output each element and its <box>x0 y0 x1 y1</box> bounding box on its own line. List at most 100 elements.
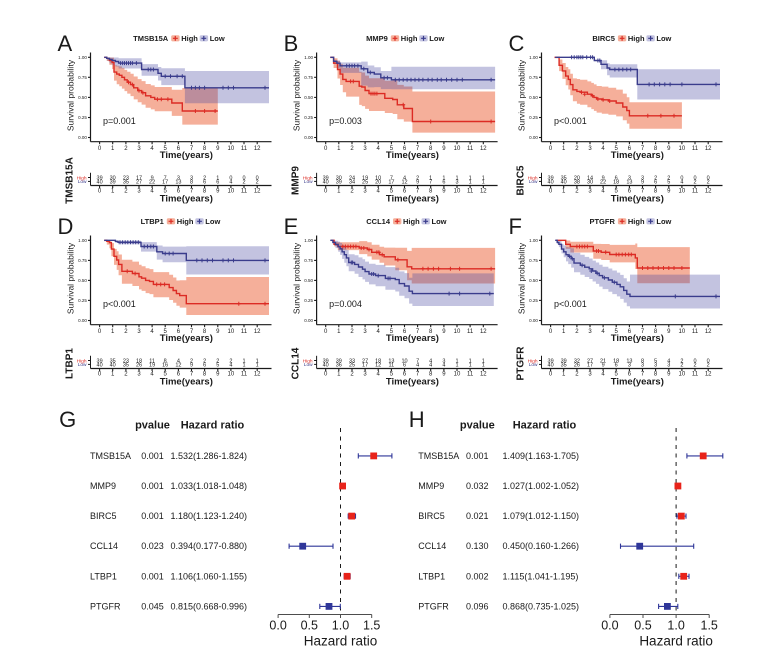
svg-text:8: 8 <box>164 359 167 365</box>
svg-text:10: 10 <box>679 329 686 335</box>
svg-text:10: 10 <box>228 372 235 378</box>
svg-text:0.75: 0.75 <box>304 258 313 263</box>
svg-text:0.021: 0.021 <box>466 511 489 521</box>
svg-text:4: 4 <box>429 362 432 368</box>
svg-text:6: 6 <box>203 362 206 368</box>
svg-text:B: B <box>284 31 299 56</box>
svg-text:MMP9: MMP9 <box>90 481 116 491</box>
svg-text:8: 8 <box>190 179 193 185</box>
svg-text:6: 6 <box>203 179 206 185</box>
svg-text:4: 4 <box>601 189 605 195</box>
svg-text:12: 12 <box>480 189 487 195</box>
svg-text:1.00: 1.00 <box>529 238 538 243</box>
svg-text:0: 0 <box>324 329 328 335</box>
svg-text:17: 17 <box>362 362 368 368</box>
svg-text:8: 8 <box>203 329 207 335</box>
svg-text:0.25: 0.25 <box>304 298 313 303</box>
svg-text:13: 13 <box>388 359 394 365</box>
svg-text:Survival probability: Survival probability <box>517 242 527 314</box>
svg-text:6: 6 <box>628 329 632 335</box>
svg-text:12: 12 <box>705 372 712 378</box>
svg-text:9: 9 <box>442 329 446 335</box>
svg-text:Low: Low <box>78 362 87 368</box>
svg-text:Time(years): Time(years) <box>160 194 213 205</box>
svg-text:3: 3 <box>588 372 592 378</box>
svg-text:3: 3 <box>641 362 644 368</box>
svg-text:0: 0 <box>98 329 102 335</box>
svg-text:1: 1 <box>469 359 472 365</box>
svg-text:39: 39 <box>323 359 329 365</box>
svg-text:1: 1 <box>429 176 432 182</box>
svg-text:10: 10 <box>454 146 461 152</box>
svg-text:30: 30 <box>110 176 116 182</box>
svg-text:Time(years): Time(years) <box>611 333 664 344</box>
svg-text:27: 27 <box>362 359 368 365</box>
svg-text:10: 10 <box>454 329 461 335</box>
svg-text:12: 12 <box>480 372 487 378</box>
svg-text:9: 9 <box>602 176 605 182</box>
svg-text:39: 39 <box>561 359 567 365</box>
svg-text:3: 3 <box>137 146 141 152</box>
svg-text:3: 3 <box>588 329 592 335</box>
svg-text:BIRC5: BIRC5 <box>90 511 117 521</box>
svg-text:11: 11 <box>241 372 248 378</box>
svg-text:7: 7 <box>416 372 420 378</box>
svg-text:0.0: 0.0 <box>269 619 286 633</box>
svg-text:1.5: 1.5 <box>363 619 380 633</box>
svg-text:TMSB15A: TMSB15A <box>133 34 169 43</box>
svg-text:0.50: 0.50 <box>304 95 313 100</box>
svg-text:Time(years): Time(years) <box>386 377 439 388</box>
svg-text:Low: Low <box>432 217 447 226</box>
svg-text:Survival probability: Survival probability <box>66 242 76 314</box>
svg-text:1.0: 1.0 <box>667 619 684 633</box>
svg-text:3: 3 <box>363 372 367 378</box>
svg-text:2: 2 <box>124 372 128 378</box>
svg-text:1: 1 <box>469 362 472 368</box>
svg-text:0.50: 0.50 <box>78 95 87 100</box>
svg-text:1.027(1.002-1.052): 1.027(1.002-1.052) <box>503 481 580 491</box>
svg-text:0.096: 0.096 <box>466 601 489 611</box>
svg-text:3: 3 <box>442 359 445 365</box>
svg-text:8: 8 <box>429 146 433 152</box>
svg-text:40: 40 <box>548 179 554 185</box>
svg-text:1: 1 <box>256 359 259 365</box>
svg-text:6: 6 <box>177 372 181 378</box>
svg-text:21: 21 <box>600 359 606 365</box>
svg-text:1: 1 <box>455 362 458 368</box>
svg-text:6: 6 <box>442 179 445 185</box>
svg-text:1: 1 <box>482 179 485 185</box>
svg-text:0.50: 0.50 <box>304 278 313 283</box>
svg-text:6: 6 <box>177 189 181 195</box>
svg-text:5: 5 <box>390 189 394 195</box>
svg-text:7: 7 <box>641 146 645 152</box>
svg-text:2: 2 <box>693 362 696 368</box>
svg-text:8: 8 <box>654 189 658 195</box>
svg-text:10: 10 <box>679 189 686 195</box>
svg-text:27: 27 <box>136 179 142 185</box>
svg-text:30: 30 <box>587 179 593 185</box>
svg-text:0.001: 0.001 <box>141 481 164 491</box>
svg-text:5: 5 <box>216 362 219 368</box>
svg-text:PTGFR: PTGFR <box>90 601 121 611</box>
svg-text:6: 6 <box>615 362 618 368</box>
svg-text:3: 3 <box>628 362 631 368</box>
svg-text:12: 12 <box>254 372 261 378</box>
svg-text:5: 5 <box>390 329 394 335</box>
svg-text:0: 0 <box>549 146 553 152</box>
svg-text:High: High <box>303 175 313 181</box>
svg-text:0: 0 <box>324 146 328 152</box>
svg-text:0.815(0.668-0.996): 0.815(0.668-0.996) <box>171 601 248 611</box>
svg-text:12: 12 <box>705 329 712 335</box>
svg-text:7: 7 <box>416 359 419 365</box>
svg-text:2: 2 <box>575 146 579 152</box>
svg-text:Hazard ratio: Hazard ratio <box>513 420 577 432</box>
svg-text:2: 2 <box>216 359 219 365</box>
svg-text:40: 40 <box>97 179 103 185</box>
svg-text:6: 6 <box>216 179 219 185</box>
svg-text:PTGFR: PTGFR <box>418 601 449 611</box>
svg-text:0.00: 0.00 <box>304 318 313 323</box>
svg-text:0.00: 0.00 <box>529 135 538 140</box>
svg-text:1.00: 1.00 <box>304 55 313 60</box>
svg-text:6: 6 <box>403 362 406 368</box>
svg-text:39: 39 <box>97 176 103 182</box>
